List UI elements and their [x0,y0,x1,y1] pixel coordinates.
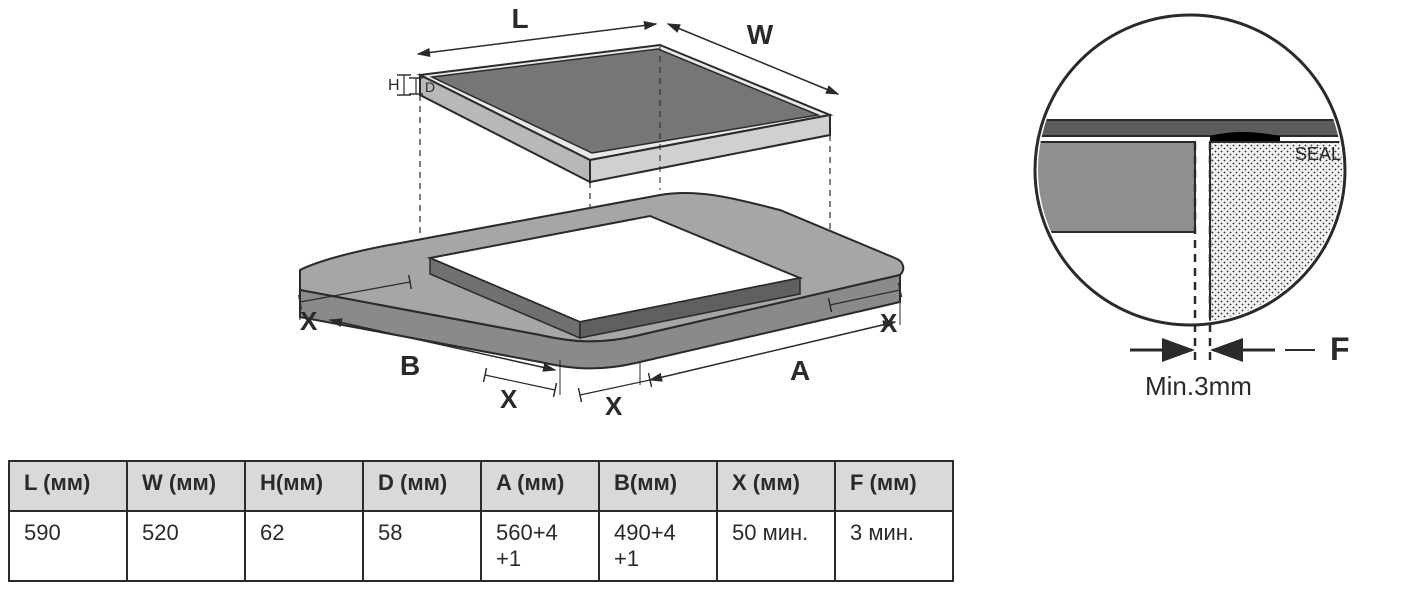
col-L: L (мм) [9,461,127,511]
dim-H-label: H [388,77,400,94]
dim-X-3: X [605,391,623,421]
col-F: F (мм) [835,461,953,511]
min3-label: Min.3mm [1145,371,1252,401]
cell-H: 62 [245,511,363,581]
detail-svg: SEAL F Min.3mm [1010,0,1390,420]
cell-W: 520 [127,511,245,581]
page-root: L W H D X B X X [0,0,1409,604]
cell-F: 3 мин. [835,511,953,581]
dim-X-1: X [300,306,318,336]
dimensions-table: L (мм) W (мм) H(мм) D (мм) A (мм) B(мм) … [8,460,954,582]
table-row: 590 520 62 58 560+4 +1 490+4 +1 50 мин. … [9,511,953,581]
dim-F: F [1330,331,1350,367]
col-X: X (мм) [717,461,835,511]
cell-A: 560+4 +1 [481,511,599,581]
cell-D: 58 [363,511,481,581]
dim-W-label: W [747,19,774,50]
dim-X-4: X [880,308,898,338]
cell-B: 490+4 +1 [599,511,717,581]
dim-A: A [790,355,810,386]
dim-B: B [400,350,420,381]
dim-L-label: L [511,3,528,34]
dim-D-label: D [425,79,435,95]
cell-X: 50 мин. [717,511,835,581]
cell-L: 590 [9,511,127,581]
table-header-row: L (мм) W (мм) H(мм) D (мм) A (мм) B(мм) … [9,461,953,511]
col-H: H(мм) [245,461,363,511]
dim-X-2: X [500,384,518,414]
col-W: W (мм) [127,461,245,511]
col-A: A (мм) [481,461,599,511]
main-diagram-svg: L W H D X B X X [0,0,920,440]
seal-label: SEAL [1295,144,1341,164]
col-D: D (мм) [363,461,481,511]
col-B: B(мм) [599,461,717,511]
